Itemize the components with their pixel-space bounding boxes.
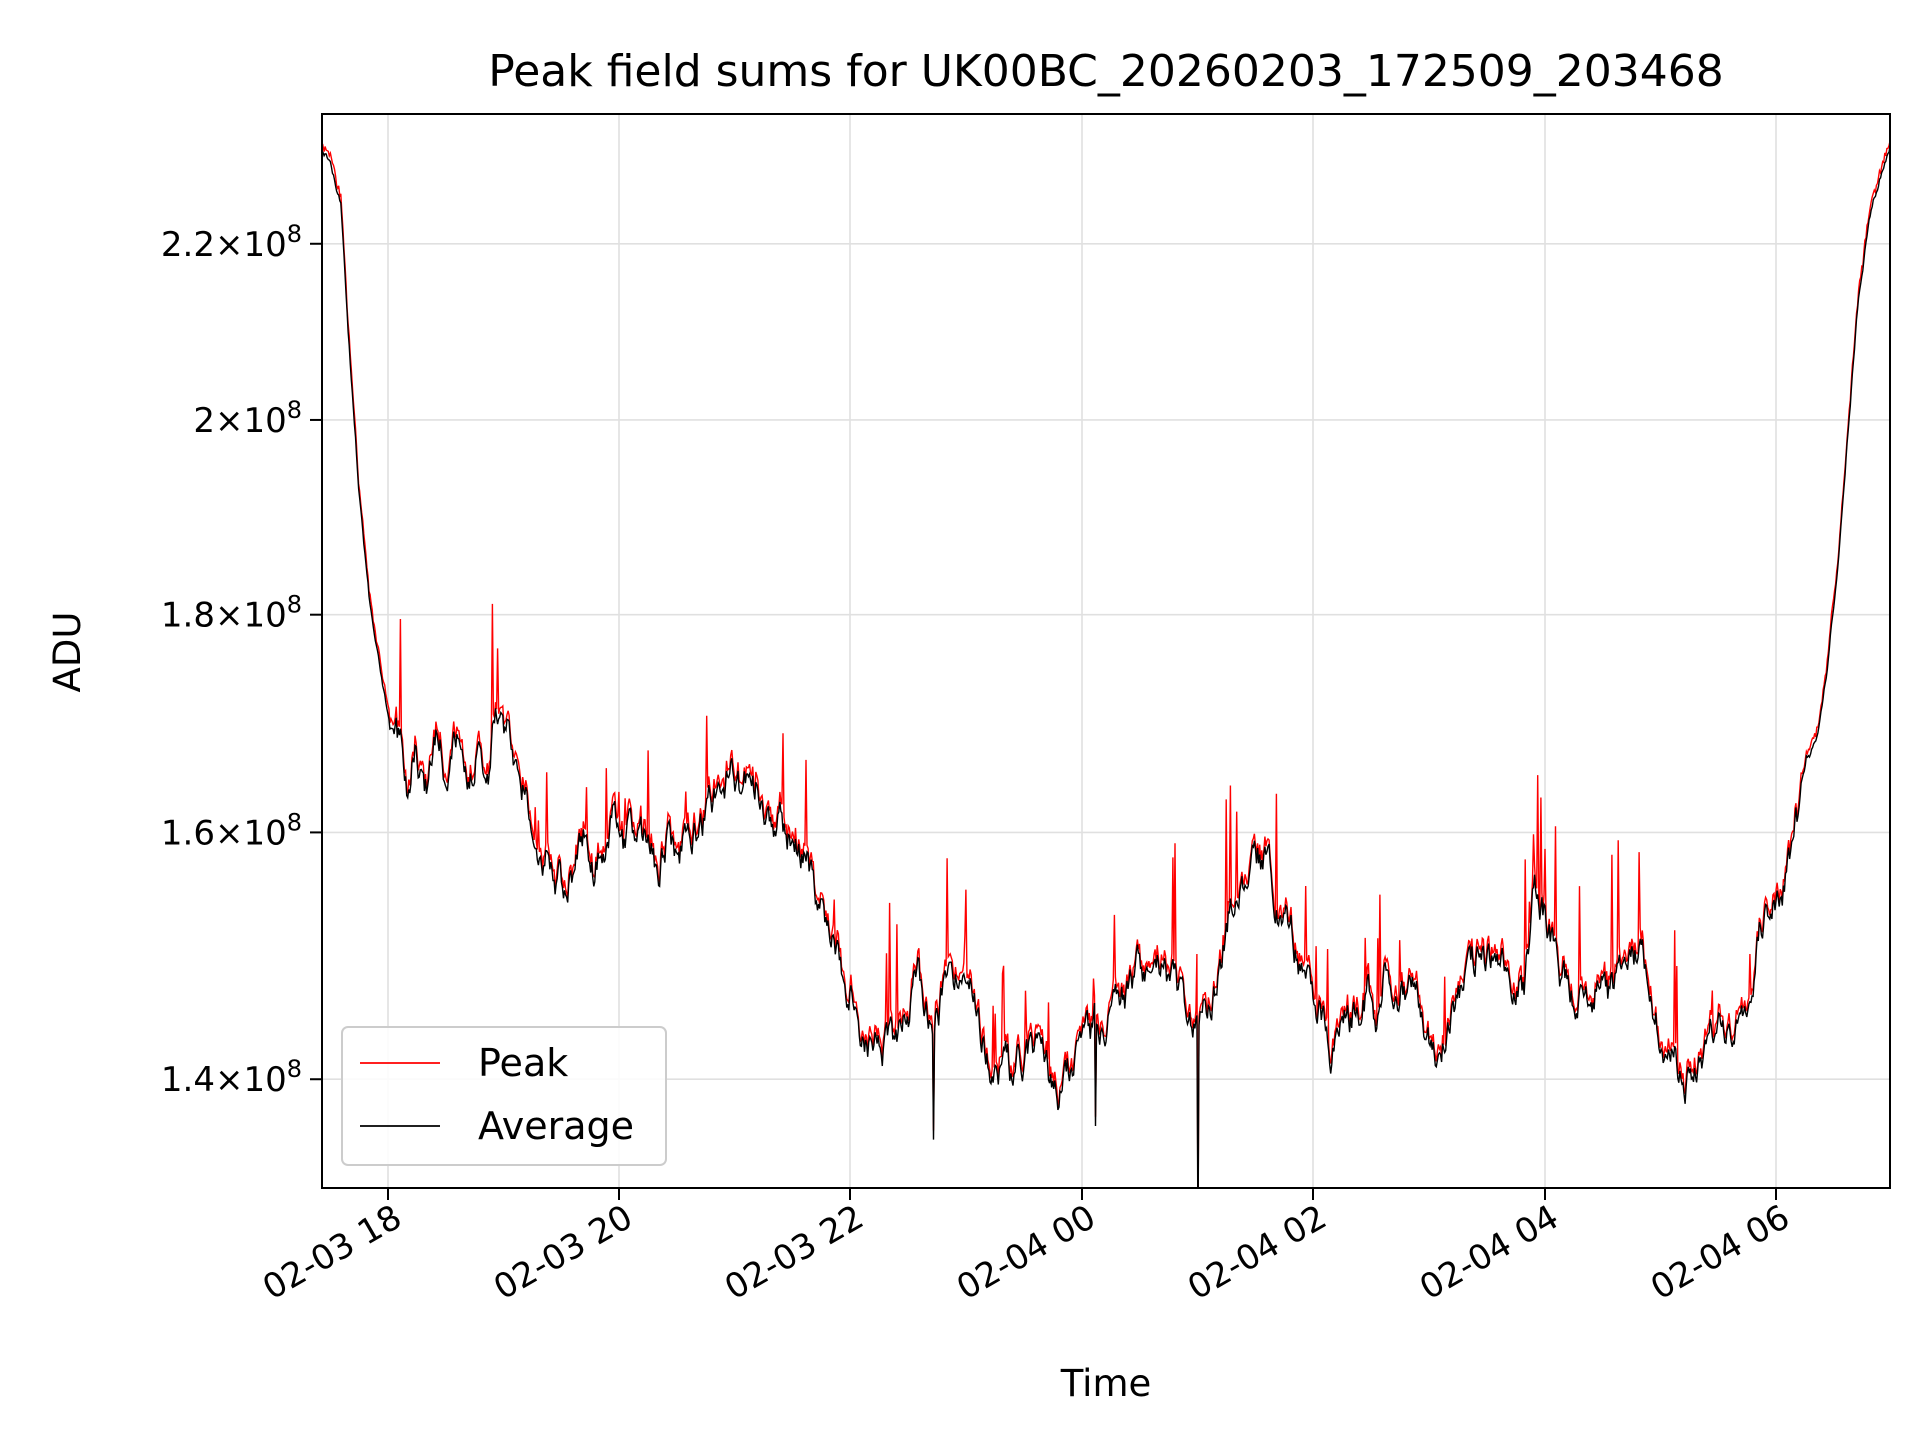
legend-peak-label: Peak: [478, 1041, 568, 1085]
y-axis: 1.4×108 1.6×108 1.8×108 2×108 2.2×108: [161, 220, 322, 1100]
legend-average-label: Average: [478, 1104, 634, 1148]
grid: [322, 114, 1890, 1188]
legend: Peak Average: [341, 1026, 667, 1166]
y-tick-label: 2.2×108: [161, 220, 302, 265]
y-tick-label: 1.8×108: [161, 591, 302, 636]
series-average-line: [322, 146, 1890, 1188]
y-axis-label: ADU: [46, 612, 89, 693]
y-tick-label: 1.6×108: [161, 808, 302, 853]
series-group: [322, 140, 1890, 1188]
legend-box: [341, 1026, 667, 1166]
chart-title: Peak field sums for UK00BC_20260203_1725…: [488, 46, 1724, 97]
plot-frame: [321, 113, 1891, 1189]
x-axis-label: Time: [1060, 1362, 1152, 1405]
y-tick-label: 2×108: [193, 396, 302, 441]
y-tick-label: 1.4×108: [161, 1055, 302, 1100]
